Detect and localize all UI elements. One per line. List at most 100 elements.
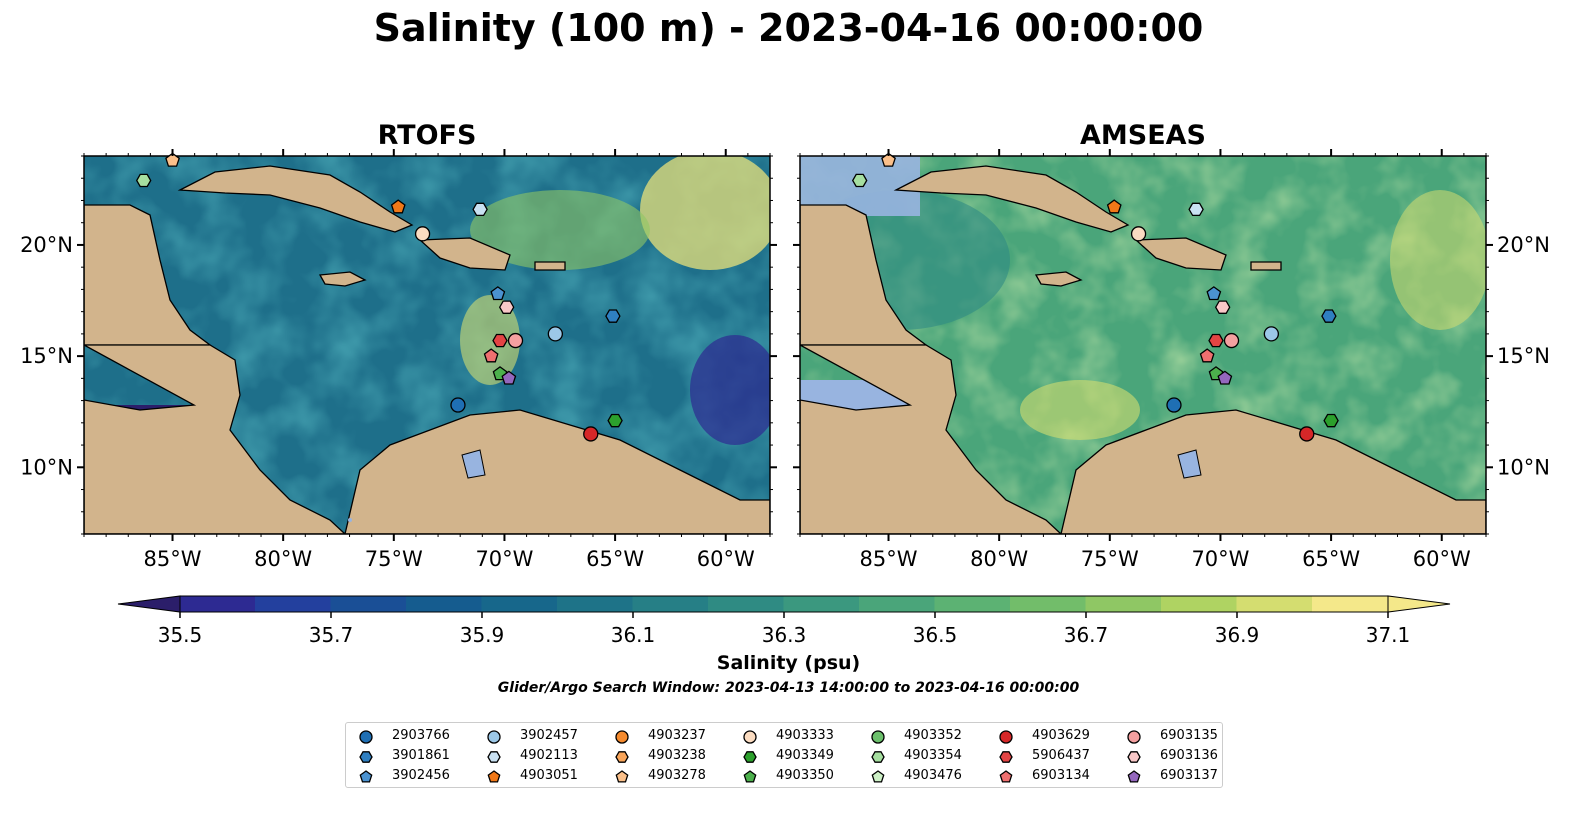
legend-label: 4903349 (776, 748, 834, 763)
float-marker-4902113 (1188, 202, 1204, 217)
salinity-high-region (1390, 190, 1486, 330)
legend-label: 4902113 (520, 748, 578, 763)
land-puerto-rico (1250, 261, 1282, 271)
lat-tick-label: 15°N (20, 344, 73, 368)
float-marker-3902457 (1263, 326, 1279, 342)
panel-title-amseas: AMSEAS (1080, 120, 1206, 151)
legend-marker-icon (743, 730, 757, 744)
lon-tick-label: 65°W (1302, 547, 1360, 571)
float-marker-3902456 (1206, 286, 1222, 301)
lon-tick-label: 70°W (1191, 547, 1249, 571)
float-marker-4903354 (135, 173, 152, 188)
float-marker-6903136 (1214, 300, 1231, 314)
float-marker-3901861 (605, 309, 621, 323)
legend-marker-icon (999, 751, 1013, 763)
legend-marker-icon (1127, 751, 1141, 763)
legend-marker-icon (1127, 730, 1141, 744)
legend-marker-icon (359, 770, 373, 783)
float-marker-4903051 (390, 199, 406, 214)
float-marker-5906437 (492, 333, 508, 348)
float-marker-3902457 (547, 326, 563, 342)
colorbar-segment (859, 596, 936, 612)
lat-tick-label: 10°N (1497, 455, 1550, 479)
lon-tick-label: 65°W (586, 547, 644, 571)
float-marker-4903278 (881, 152, 896, 167)
float-marker-5906437 (1208, 333, 1224, 348)
legend-label: 4903238 (648, 748, 706, 763)
float-marker-4903352 (365, 118, 379, 132)
float-marker-6903134 (1199, 348, 1215, 363)
legend-marker-icon (615, 751, 629, 763)
float-marker-2903766 (1166, 397, 1182, 413)
lon-tick-label: 80°W (970, 547, 1028, 571)
land-puerto-rico (534, 261, 566, 271)
land-cuba (893, 165, 1130, 233)
colorbar-segment (1085, 596, 1162, 612)
map-panel-rtofs (83, 113, 771, 535)
legend-marker-icon (487, 751, 501, 763)
colorbar-segment (708, 596, 785, 612)
legend-label: 4903278 (648, 768, 706, 783)
legend-label: 4903051 (520, 768, 578, 783)
axis-ticks: 85°W 80°W 75°W 70°W 65°W 60°W 20°N 15°N 10°N 85°W… (20, 149, 1550, 571)
float-marker-6903137 (1217, 370, 1233, 385)
legend-marker-icon (743, 770, 757, 783)
land-south-america (1060, 409, 1486, 534)
legend-marker-icon (1127, 770, 1141, 783)
lon-tick-label: 80°W (254, 547, 312, 571)
colorbar-segment (330, 596, 407, 612)
colorbar-segment (632, 596, 709, 612)
panel-title-rtofs: RTOFS (377, 120, 477, 151)
legend-marker-icon (615, 770, 629, 783)
land-jamaica (1034, 271, 1083, 287)
colorbar-segment (481, 596, 558, 612)
legend-label: 4903352 (904, 728, 962, 743)
legend-marker-icon (615, 730, 629, 744)
float-marker-4903278 (165, 152, 180, 167)
float-marker-2903766 (450, 397, 466, 413)
float-legend: 2903766 3901861 3902456 3902457 4902113 49030… (345, 722, 1223, 788)
colorbar-segment (255, 596, 332, 612)
legend-label: 4903237 (648, 728, 706, 743)
legend-label: 4903629 (1032, 728, 1090, 743)
land-central-america (800, 344, 1062, 534)
figure-title: Salinity (100 m) - 2023-04-16 00:00:00 (373, 6, 1204, 50)
legend-marker-icon (743, 751, 757, 763)
salinity-high-region (470, 190, 650, 270)
colorbar-tick-label: 36.3 (762, 623, 807, 647)
lat-tick-label: 20°N (20, 233, 73, 257)
legend-marker-icon (999, 730, 1013, 744)
colorbar-tick-label: 36.1 (611, 623, 656, 647)
salinity-high-region (460, 295, 520, 385)
lon-tick-label: 75°W (1081, 547, 1139, 571)
colorbar-tick-label: 35.7 (309, 623, 354, 647)
colorbar-segment (1161, 596, 1238, 612)
float-marker-4903237 (294, 113, 308, 127)
legend-label: 6903135 (1160, 728, 1218, 743)
land-cuba (177, 165, 414, 233)
colorbar-segment (406, 596, 483, 612)
float-marker-4902113 (472, 202, 488, 217)
lat-tick-label: 10°N (20, 455, 73, 479)
colorbar-extend-max (1387, 595, 1451, 613)
float-marker-4903051 (1106, 199, 1122, 214)
float-marker-4903354 (851, 173, 868, 188)
legend-label: 4903476 (904, 768, 962, 783)
colorbar-segment (934, 596, 1011, 612)
legend-marker-icon (871, 770, 885, 783)
float-marker-6903135 (1223, 332, 1240, 349)
lon-tick-label: 85°W (144, 547, 202, 571)
float-marker-4903629 (1299, 426, 1315, 442)
colorbar-extend-min (117, 595, 181, 613)
float-marker-4903238 (1023, 123, 1037, 135)
legend-marker-icon (487, 730, 501, 744)
colorbar-segment (557, 596, 634, 612)
lake-maracaibo (461, 449, 486, 479)
lon-tick-label: 85°W (860, 547, 918, 571)
float-marker-4903349 (1323, 413, 1339, 428)
float-marker-4903333 (1130, 226, 1147, 242)
float-marker-4903352 (1081, 118, 1095, 132)
salinity-high-region (640, 156, 770, 270)
legend-marker-icon (871, 730, 885, 744)
